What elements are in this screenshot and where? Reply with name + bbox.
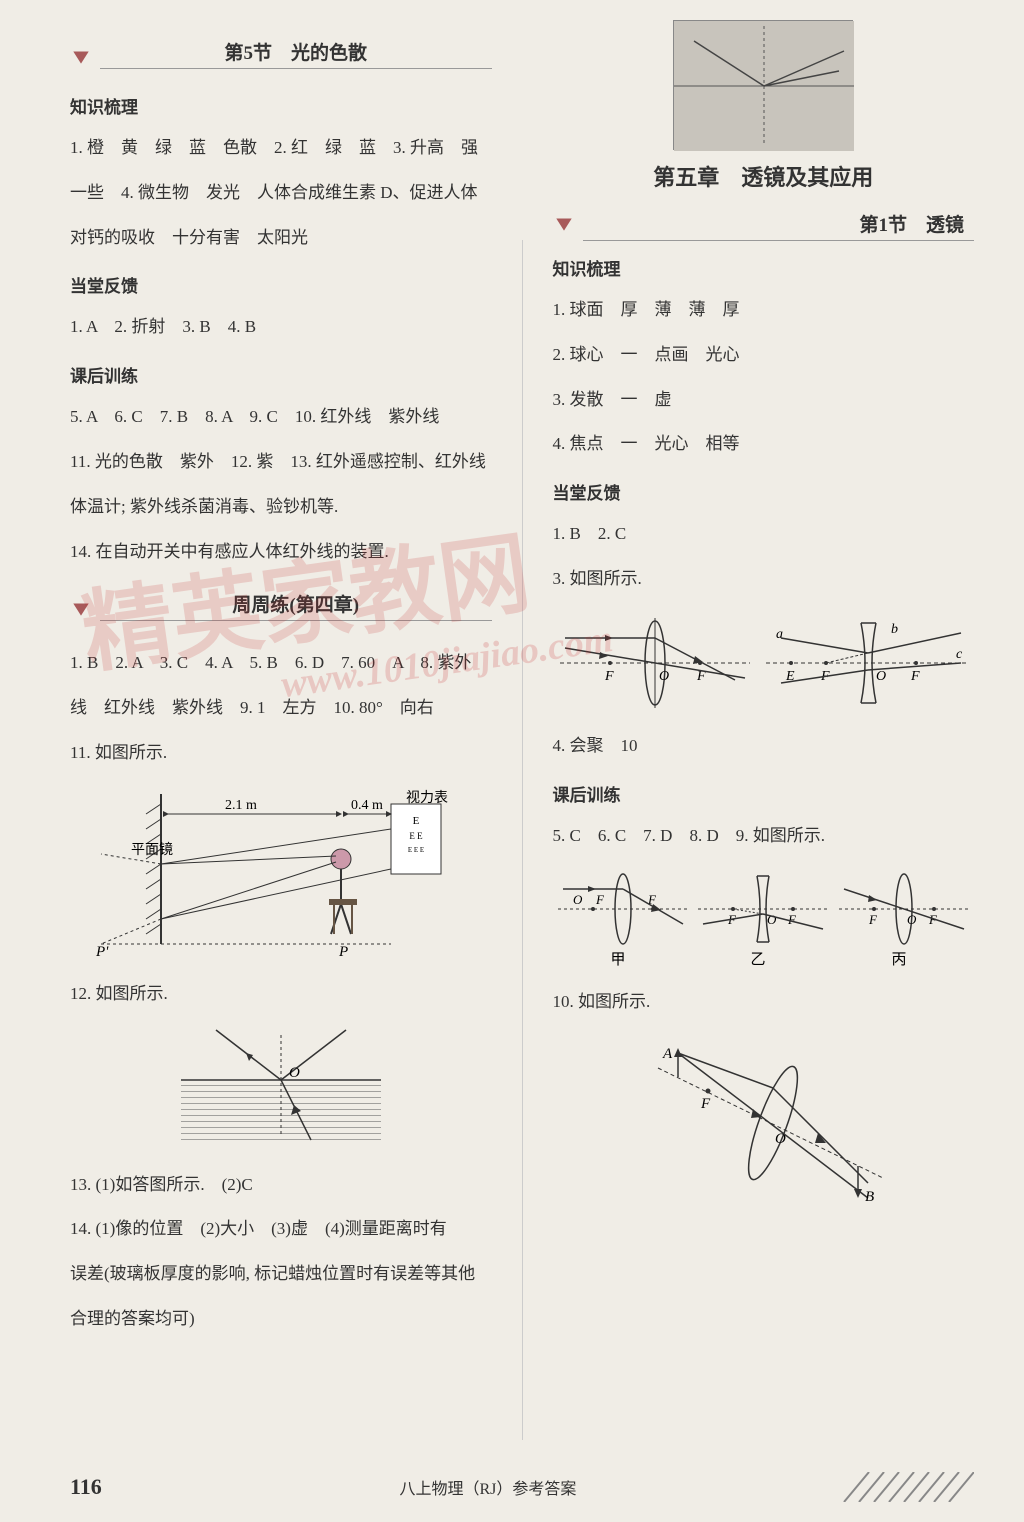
- footer-hatch-icon: [834, 1472, 974, 1502]
- page-number: 116: [70, 1474, 102, 1500]
- text-line: 5. C 6. C 7. D 8. D 9. 如图所示.: [553, 816, 975, 857]
- concave-lens-diagram: E F F O a b c: [761, 608, 971, 718]
- svg-text:O: O: [573, 892, 583, 907]
- svg-text:F: F: [604, 669, 614, 684]
- section-1-title: 第1节 透镜: [583, 207, 975, 241]
- heading-zhishi-left: 知识梳理: [70, 93, 492, 118]
- convex-lens-diagram: F F O: [555, 608, 755, 718]
- text-line: 5. A 6. C 7. B 8. A 9. C 10. 红外线 紫外线: [70, 397, 492, 438]
- text-line: 体温计; 紫外线杀菌消毒、验钞机等.: [70, 487, 492, 528]
- svg-text:乙: 乙: [751, 952, 766, 968]
- figure-12: O: [70, 1025, 492, 1155]
- section-1-header: 第1节 透镜: [553, 207, 975, 241]
- svg-text:A: A: [662, 1046, 673, 1062]
- svg-text:F: F: [700, 1096, 711, 1112]
- text-line: 1. A 2. 折射 3. B 4. B: [70, 307, 492, 348]
- svg-text:a: a: [776, 627, 783, 642]
- text-line: 11. 光的色散 紫外 12. 紫 13. 红外遥感控制、红外线: [70, 442, 492, 483]
- figure-3: F F O E F F O a b c: [553, 608, 975, 718]
- svg-text:甲: 甲: [610, 952, 625, 968]
- text-line: 2. 球心 一 点画 光心: [553, 335, 975, 376]
- heading-kehou-left: 课后训练: [70, 362, 492, 387]
- text-line: 14. (1)像的位置 (2)大小 (3)虚 (4)测量距离时有: [70, 1209, 492, 1250]
- svg-text:O: O: [767, 912, 777, 927]
- heading-dangtang-left: 当堂反馈: [70, 272, 492, 297]
- svg-text:P: P: [338, 944, 348, 960]
- page-body: 第5节 光的色散 知识梳理 1. 橙 黄 绿 蓝 色散 2. 红 绿 蓝 3. …: [70, 20, 974, 1440]
- svg-text:0.4 m: 0.4 m: [351, 798, 383, 813]
- svg-text:E E E: E E E: [408, 846, 424, 854]
- svg-text:O: O: [876, 669, 886, 684]
- zhouzhou-header: 周周练(第四章): [70, 587, 492, 631]
- svg-text:平面镜: 平面镜: [131, 842, 173, 858]
- svg-text:F: F: [787, 912, 797, 927]
- heading-kehou-right: 课后训练: [553, 781, 975, 806]
- refraction-thumbnail: [673, 20, 853, 150]
- page-footer: 116 八上物理（RJ）参考答案: [70, 1472, 974, 1502]
- text-line-4: 4. 会聚 10: [553, 726, 975, 767]
- text-line: 线 红外线 紫外线 9. 1 左方 10. 80° 向右: [70, 688, 492, 729]
- svg-text:丙: 丙: [891, 952, 906, 968]
- text-line: 1. 球面 厚 薄 薄 厚: [553, 290, 975, 331]
- lens-yi: F F O 乙: [693, 864, 833, 974]
- lens-jia: O F F 甲: [553, 864, 693, 974]
- svg-text:b: b: [891, 622, 898, 637]
- column-divider: [522, 240, 523, 1440]
- svg-text:2.1 m: 2.1 m: [225, 798, 257, 813]
- arrow-down-icon: [70, 46, 92, 68]
- text-line-10: 10. 如图所示.: [553, 982, 975, 1023]
- right-column: 第五章 透镜及其应用 第1节 透镜 知识梳理 1. 球面 厚 薄 薄 厚 2. …: [553, 20, 975, 1440]
- svg-text:E: E: [412, 815, 419, 827]
- text-line-12: 12. 如图所示.: [70, 974, 492, 1015]
- footer-text: 八上物理（RJ）参考答案: [142, 1475, 834, 1499]
- text-line: 4. 焦点 一 光心 相等: [553, 424, 975, 465]
- svg-text:视力表: 视力表: [406, 790, 448, 806]
- text-line: 一些 4. 微生物 发光 人体合成维生素 D、促进人体: [70, 173, 492, 214]
- text-line: 3. 如图所示.: [553, 559, 975, 600]
- text-line: 1. B 2. A 3. C 4. A 5. B 6. D 7. 60 A 8.…: [70, 643, 492, 684]
- figure-10: F O A B: [553, 1033, 975, 1213]
- section-5-header: 第5节 光的色散: [70, 35, 492, 79]
- svg-text:B: B: [865, 1189, 874, 1205]
- text-line: 1. B 2. C: [553, 514, 975, 555]
- text-line: 1. 橙 黄 绿 蓝 色散 2. 红 绿 蓝 3. 升高 强: [70, 128, 492, 169]
- text-line: 合理的答案均可): [70, 1299, 492, 1340]
- svg-text:P': P': [95, 944, 109, 960]
- svg-text:c: c: [956, 647, 963, 662]
- svg-text:F: F: [647, 892, 657, 907]
- heading-dangtang-right: 当堂反馈: [553, 479, 975, 504]
- svg-text:F: F: [595, 892, 605, 907]
- heading-zhishi-right: 知识梳理: [553, 255, 975, 280]
- svg-text:F: F: [910, 669, 920, 684]
- lens-bing: F F O 丙: [834, 864, 974, 974]
- section-5-title: 第5节 光的色散: [100, 35, 492, 69]
- arrow-down-icon: [70, 598, 92, 620]
- chapter-5-title: 第五章 透镜及其应用: [553, 160, 975, 192]
- text-line-13: 13. (1)如答图所示. (2)C: [70, 1165, 492, 1206]
- text-line: 3. 发散 一 虚: [553, 380, 975, 421]
- text-line: 14. 在自动开关中有感应人体红外线的装置.: [70, 532, 492, 573]
- svg-text:E E: E E: [409, 831, 423, 841]
- left-column: 第5节 光的色散 知识梳理 1. 橙 黄 绿 蓝 色散 2. 红 绿 蓝 3. …: [70, 20, 492, 1440]
- figure-11: E E E E E E 2.1 m 0.4 m: [70, 784, 492, 964]
- figure-9: O F F 甲 F F O 乙 F F: [553, 864, 975, 974]
- text-line: 对钙的吸收 十分有害 太阳光: [70, 218, 492, 259]
- zhouzhou-title: 周周练(第四章): [100, 587, 492, 621]
- svg-text:O: O: [907, 912, 917, 927]
- arrow-down-icon: [553, 213, 575, 235]
- text-line: 11. 如图所示.: [70, 733, 492, 774]
- svg-text:O: O: [659, 669, 669, 684]
- svg-text:O: O: [289, 1065, 300, 1081]
- svg-text:F: F: [868, 912, 878, 927]
- text-line: 误差(玻璃板厚度的影响, 标记蜡烛位置时有误差等其他: [70, 1254, 492, 1295]
